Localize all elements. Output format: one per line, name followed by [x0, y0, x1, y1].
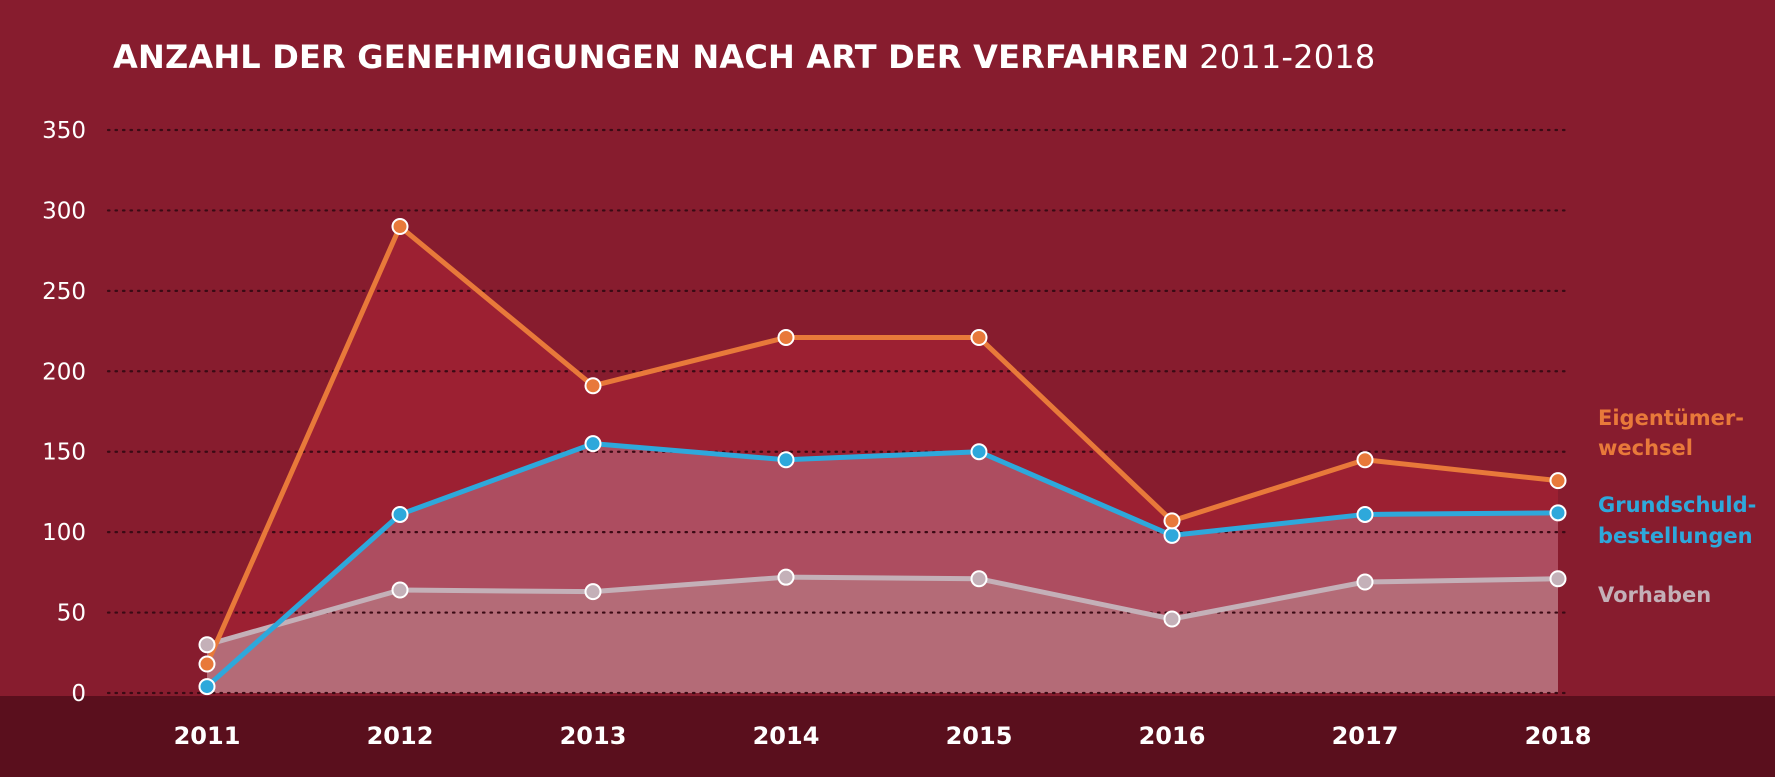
x-tick-label: 2012 — [367, 722, 434, 750]
y-tick-label: 0 — [71, 681, 86, 707]
series-points — [198, 218, 1567, 696]
legend-label-grundschuldbestellungen: Grundschuld- — [1598, 493, 1756, 517]
x-axis-band — [0, 696, 1775, 777]
data-point-vorhaben — [584, 583, 602, 601]
y-axis-ticks: 0 50 100 150 200 250 300 350 — [42, 118, 86, 707]
data-point-eigentuemerwechsel — [970, 329, 988, 347]
area-fills — [207, 226, 1558, 693]
series-lines — [204, 224, 1561, 690]
y-tick-label: 50 — [57, 601, 86, 627]
gridlines — [106, 128, 1567, 695]
data-point-grundschuldbestellungen — [970, 443, 988, 461]
legend-label-vorhaben: Vorhaben — [1598, 583, 1711, 607]
x-tick-label: 2018 — [1525, 722, 1592, 750]
data-point-vorhaben — [1549, 570, 1567, 588]
area-eigentuemerwechsel — [207, 226, 1558, 687]
y-tick-label: 250 — [42, 279, 86, 305]
data-point-vorhaben — [1356, 573, 1374, 591]
area-grundschuldbestellungen — [207, 443, 1558, 687]
series-line-vorhaben — [204, 574, 1561, 648]
data-point-eigentuemerwechsel — [391, 218, 409, 236]
area-vorhaben — [207, 577, 1558, 693]
legend-label-grundschuldbestellungen: bestellungen — [1598, 524, 1753, 548]
x-tick-label: 2014 — [753, 722, 820, 750]
chart-title-main: ANZAHL DER GENEHMIGUNGEN NACH ART DER VE… — [113, 38, 1190, 76]
data-point-eigentuemerwechsel — [584, 377, 602, 395]
y-tick-label: 350 — [42, 118, 86, 144]
x-tick-label: 2011 — [174, 722, 241, 750]
chart-title-years: 2011-2018 — [1199, 38, 1376, 76]
data-point-vorhaben — [391, 581, 409, 599]
legend-label-eigentuemerwechsel: wechsel — [1598, 436, 1693, 460]
y-tick-label: 100 — [42, 520, 86, 546]
data-point-vorhaben — [1163, 610, 1181, 628]
data-point-grundschuldbestellungen — [1163, 526, 1181, 544]
data-point-eigentuemerwechsel — [777, 329, 795, 347]
data-point-eigentuemerwechsel — [1356, 451, 1374, 469]
x-tick-label: 2017 — [1332, 722, 1399, 750]
data-point-grundschuldbestellungen — [1549, 504, 1567, 522]
data-point-grundschuldbestellungen — [198, 678, 216, 696]
x-tick-label: 2015 — [946, 722, 1013, 750]
legend: Eigentümer-wechsel Grundschuld-bestellung… — [1598, 406, 1756, 607]
x-tick-label: 2013 — [560, 722, 627, 750]
series-line-eigentuemerwechsel — [204, 224, 1561, 667]
data-point-vorhaben — [970, 570, 988, 588]
x-axis-ticks: 2011 2012 2013 2014 2015 2016 2017 2018 — [174, 722, 1592, 750]
chart-title: ANZAHL DER GENEHMIGUNGEN NACH ART DER VE… — [113, 38, 1375, 76]
y-tick-label: 300 — [42, 198, 86, 224]
data-point-vorhaben — [777, 568, 795, 586]
series-line-grundschuldbestellungen — [204, 441, 1561, 690]
data-point-grundschuldbestellungen — [777, 451, 795, 469]
x-tick-label: 2016 — [1139, 722, 1206, 750]
data-point-eigentuemerwechsel — [1163, 512, 1181, 530]
data-point-eigentuemerwechsel — [1549, 472, 1567, 490]
legend-label-eigentuemerwechsel: Eigentümer- — [1598, 406, 1744, 430]
data-point-grundschuldbestellungen — [391, 505, 409, 523]
data-point-grundschuldbestellungen — [584, 435, 602, 453]
y-tick-label: 150 — [42, 440, 86, 466]
data-point-eigentuemerwechsel — [198, 655, 216, 673]
y-tick-label: 200 — [42, 359, 86, 385]
data-point-vorhaben — [198, 636, 216, 654]
data-point-grundschuldbestellungen — [1356, 505, 1374, 523]
